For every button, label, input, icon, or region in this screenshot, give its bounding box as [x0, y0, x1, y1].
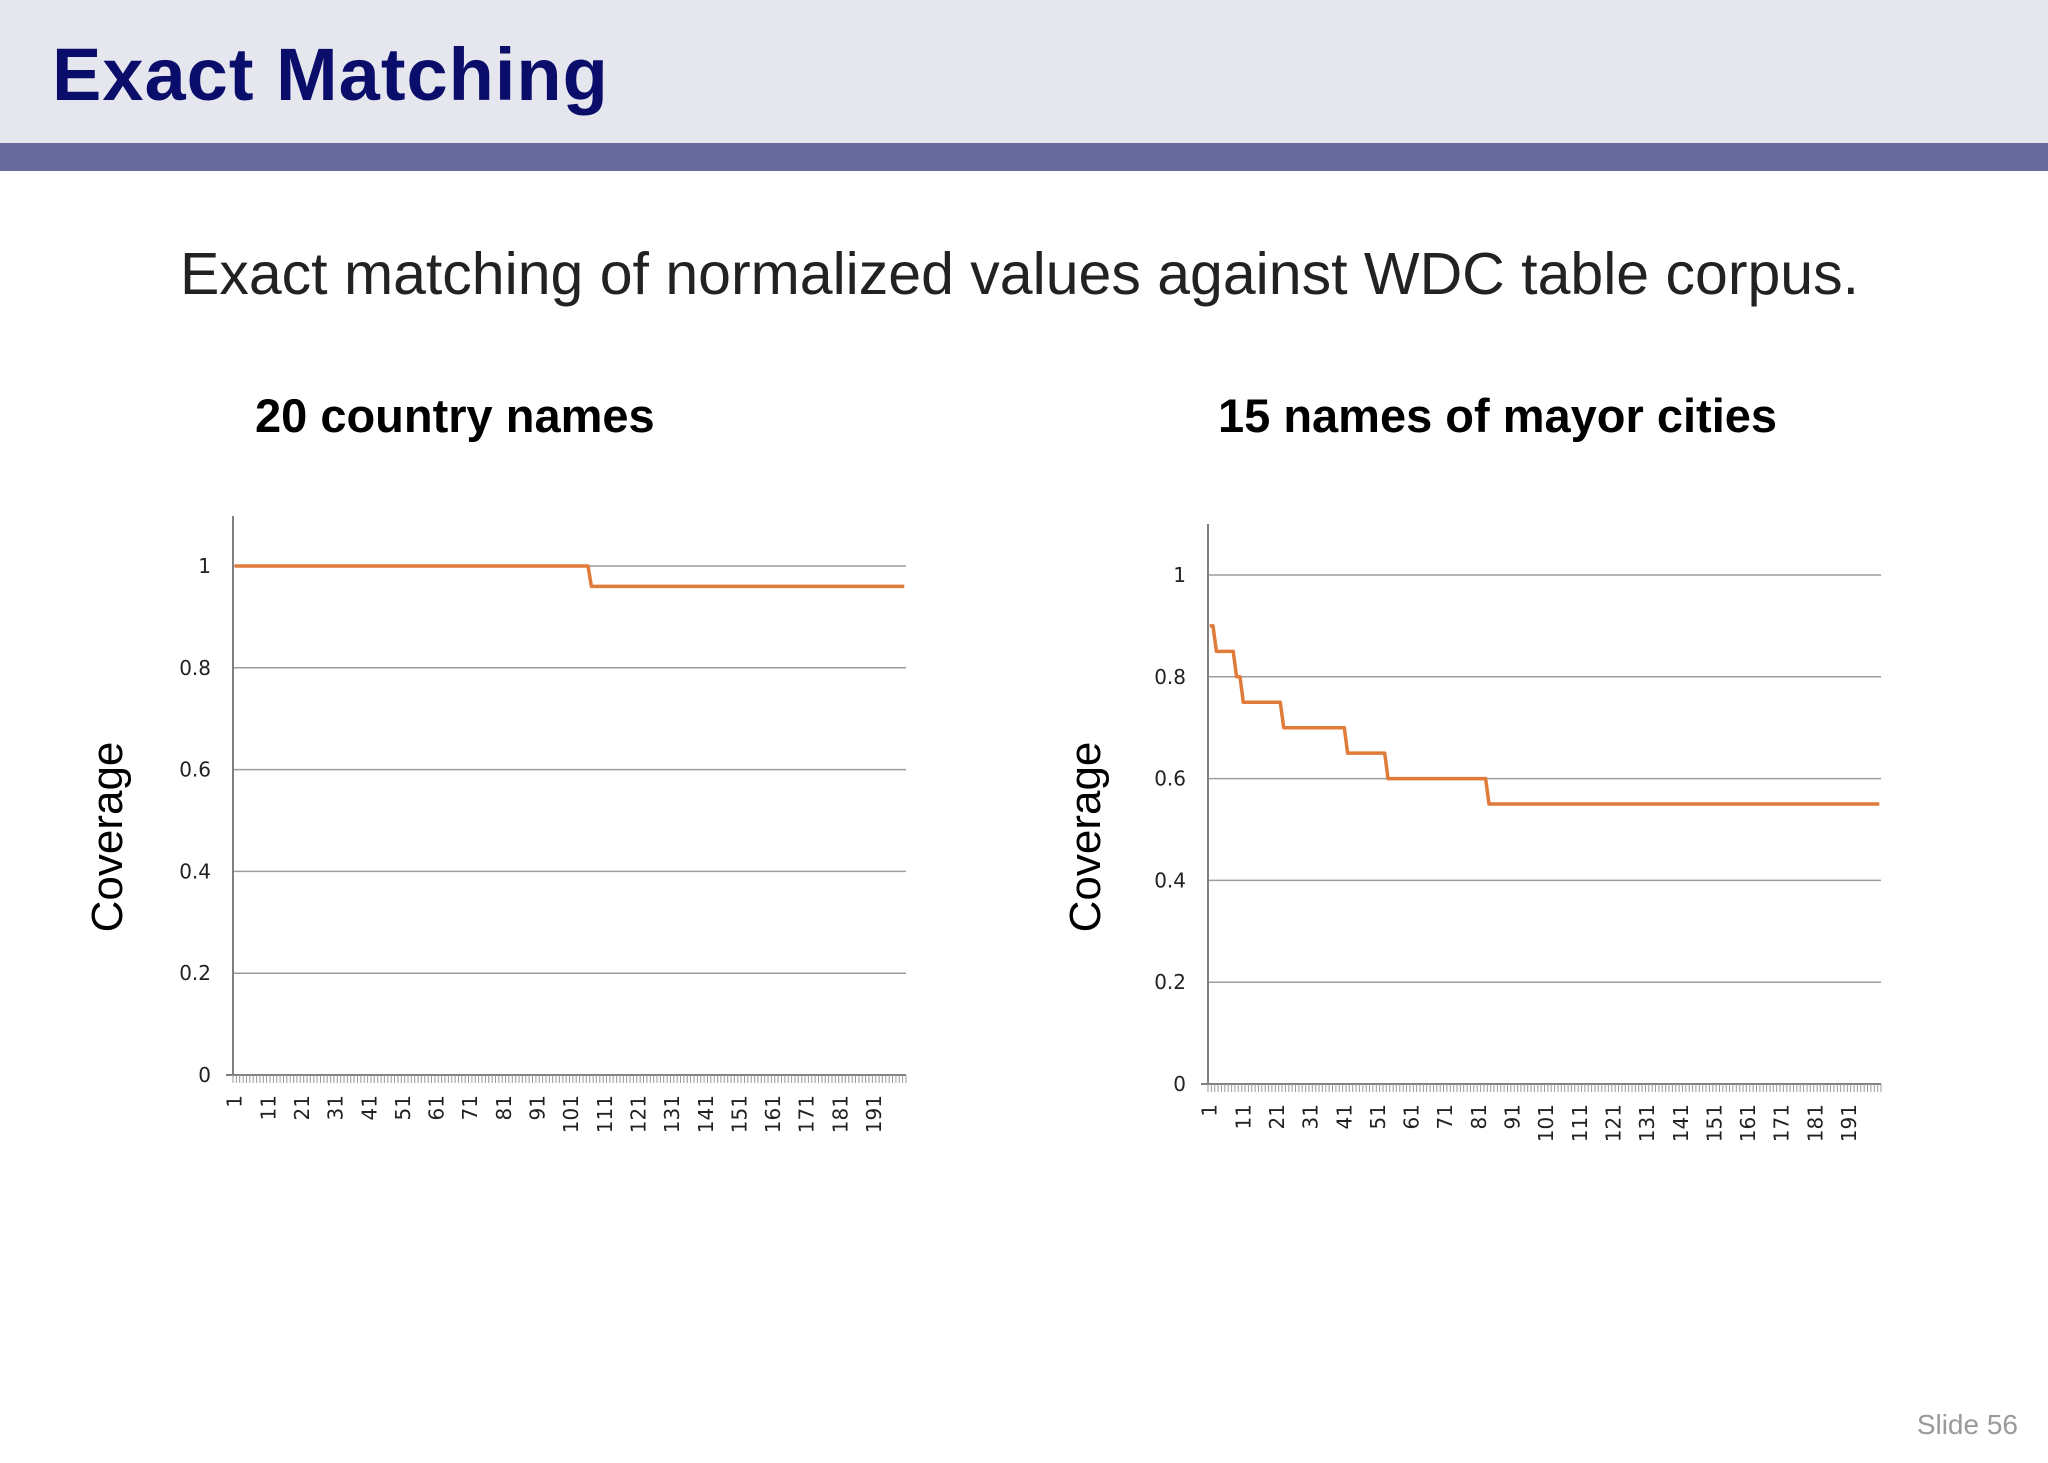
chart-mayor-cities: 00.20.40.60.811 11 21 31 41 51 61 71 81 91 101 111 1…: [1154, 524, 1882, 1142]
x-tick-label: 61: [425, 1095, 449, 1120]
x-tick-label: 101: [559, 1095, 583, 1133]
x-tick-label: 11: [256, 1095, 280, 1120]
y-axis-label: Coverage: [1061, 741, 1110, 933]
x-tick-label: 131: [660, 1095, 684, 1133]
slide-header: [0, 0, 2048, 143]
x-tick-label: 151: [1702, 1104, 1726, 1142]
y-tick-label: 0.2: [179, 961, 211, 985]
x-tick-label: 61: [1400, 1104, 1424, 1129]
y-axis-label: Coverage: [83, 741, 132, 933]
x-tick-label: 111: [593, 1095, 617, 1133]
x-tick-label: 81: [1467, 1104, 1491, 1129]
x-tick-label: 41: [357, 1095, 381, 1120]
slide-number: Slide 56: [1916, 1409, 2018, 1440]
x-tick-label: 31: [1299, 1104, 1323, 1129]
x-tick-label: 41: [1332, 1104, 1356, 1129]
y-tick-label: 0: [1173, 1072, 1186, 1096]
x-tick-label: 191: [862, 1095, 886, 1133]
y-tick-label: 0.2: [1154, 970, 1186, 994]
x-tick-label: 181: [1803, 1104, 1827, 1142]
x-axis-ticks: [232, 1075, 907, 1083]
x-tick-label: 31: [324, 1095, 348, 1120]
chart-title-country-names: 20 country names: [255, 389, 655, 442]
x-tick-label: 91: [526, 1095, 550, 1120]
x-tick-label: 11: [1231, 1104, 1255, 1129]
x-tick-label: 51: [391, 1095, 415, 1120]
x-tick-label: 111: [1568, 1104, 1592, 1142]
x-tick-label: 151: [727, 1095, 751, 1133]
y-tick-label: 1: [1173, 563, 1186, 587]
x-tick-label: 171: [795, 1095, 819, 1133]
x-tick-label: 81: [492, 1095, 516, 1120]
x-tick-label: 101: [1534, 1104, 1558, 1142]
x-tick-label: 141: [694, 1095, 718, 1133]
y-tick-label: 0.4: [179, 859, 211, 883]
header-accent-bar: [0, 143, 2048, 171]
x-tick-label: 71: [458, 1095, 482, 1120]
x-tick-label: 21: [290, 1095, 314, 1120]
chart-title-mayor-cities: 15 names of mayor cities: [1218, 389, 1778, 442]
slide-subtitle: Exact matching of normalized values agai…: [180, 241, 1859, 307]
x-tick-label: 121: [626, 1095, 650, 1133]
x-tick-label: 141: [1669, 1104, 1693, 1142]
x-tick-label: 71: [1433, 1104, 1457, 1129]
y-tick-label: 0.6: [179, 758, 211, 782]
x-tick-label: 51: [1366, 1104, 1390, 1129]
y-tick-label: 0.8: [1154, 665, 1186, 689]
y-tick-label: 0.4: [1154, 868, 1186, 892]
series-line: [234, 564, 905, 589]
x-tick-label: 171: [1770, 1104, 1794, 1142]
x-tick-label: 1: [223, 1095, 247, 1108]
y-tick-label: 0.8: [179, 656, 211, 680]
x-tick-label: 161: [761, 1095, 785, 1133]
slide-title: Exact Matching: [52, 33, 609, 116]
chart-country-names: 00.20.40.60.811 11 21 31 41 51 61 71 81 91 101 111 1…: [179, 516, 907, 1133]
y-tick-label: 0: [198, 1063, 211, 1087]
x-tick-label: 1: [1198, 1104, 1222, 1117]
y-tick-label: 0.6: [1154, 767, 1186, 791]
x-axis-ticks: [1207, 1084, 1882, 1092]
x-tick-label: 91: [1501, 1104, 1525, 1129]
series-line: [1209, 624, 1880, 806]
x-tick-label: 191: [1837, 1104, 1861, 1142]
x-tick-label: 161: [1736, 1104, 1760, 1142]
x-tick-label: 21: [1265, 1104, 1289, 1129]
x-tick-label: 121: [1601, 1104, 1625, 1142]
x-tick-label: 131: [1635, 1104, 1659, 1142]
x-tick-label: 181: [828, 1095, 852, 1133]
y-tick-label: 1: [198, 554, 211, 578]
